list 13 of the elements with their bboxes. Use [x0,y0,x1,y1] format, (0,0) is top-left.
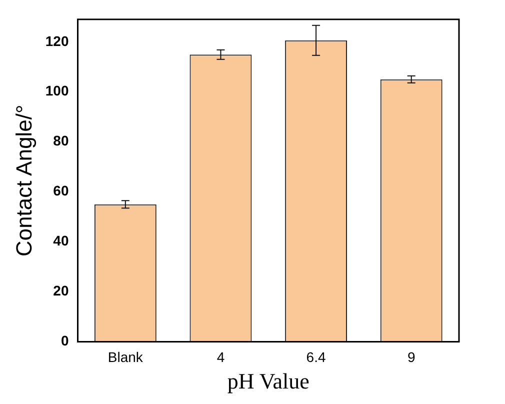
y-tick-label: 0 [60,332,69,349]
y-axis-title: Contact Angle/° [11,104,36,257]
x-tick-label: 4 [216,349,225,366]
y-tick-label: 20 [53,282,69,299]
y-tick-label: 60 [53,182,69,199]
y-tick-label: 100 [45,82,69,99]
x-tick-label: 6.4 [306,349,326,366]
y-tick-label: 40 [53,232,69,249]
y-tick-label: 120 [45,32,69,49]
x-tick-label: 9 [407,349,416,366]
y-tick-label: 80 [53,132,69,149]
x-axis-title: pH Value [227,368,310,394]
x-tick-label: Blank [108,349,144,366]
